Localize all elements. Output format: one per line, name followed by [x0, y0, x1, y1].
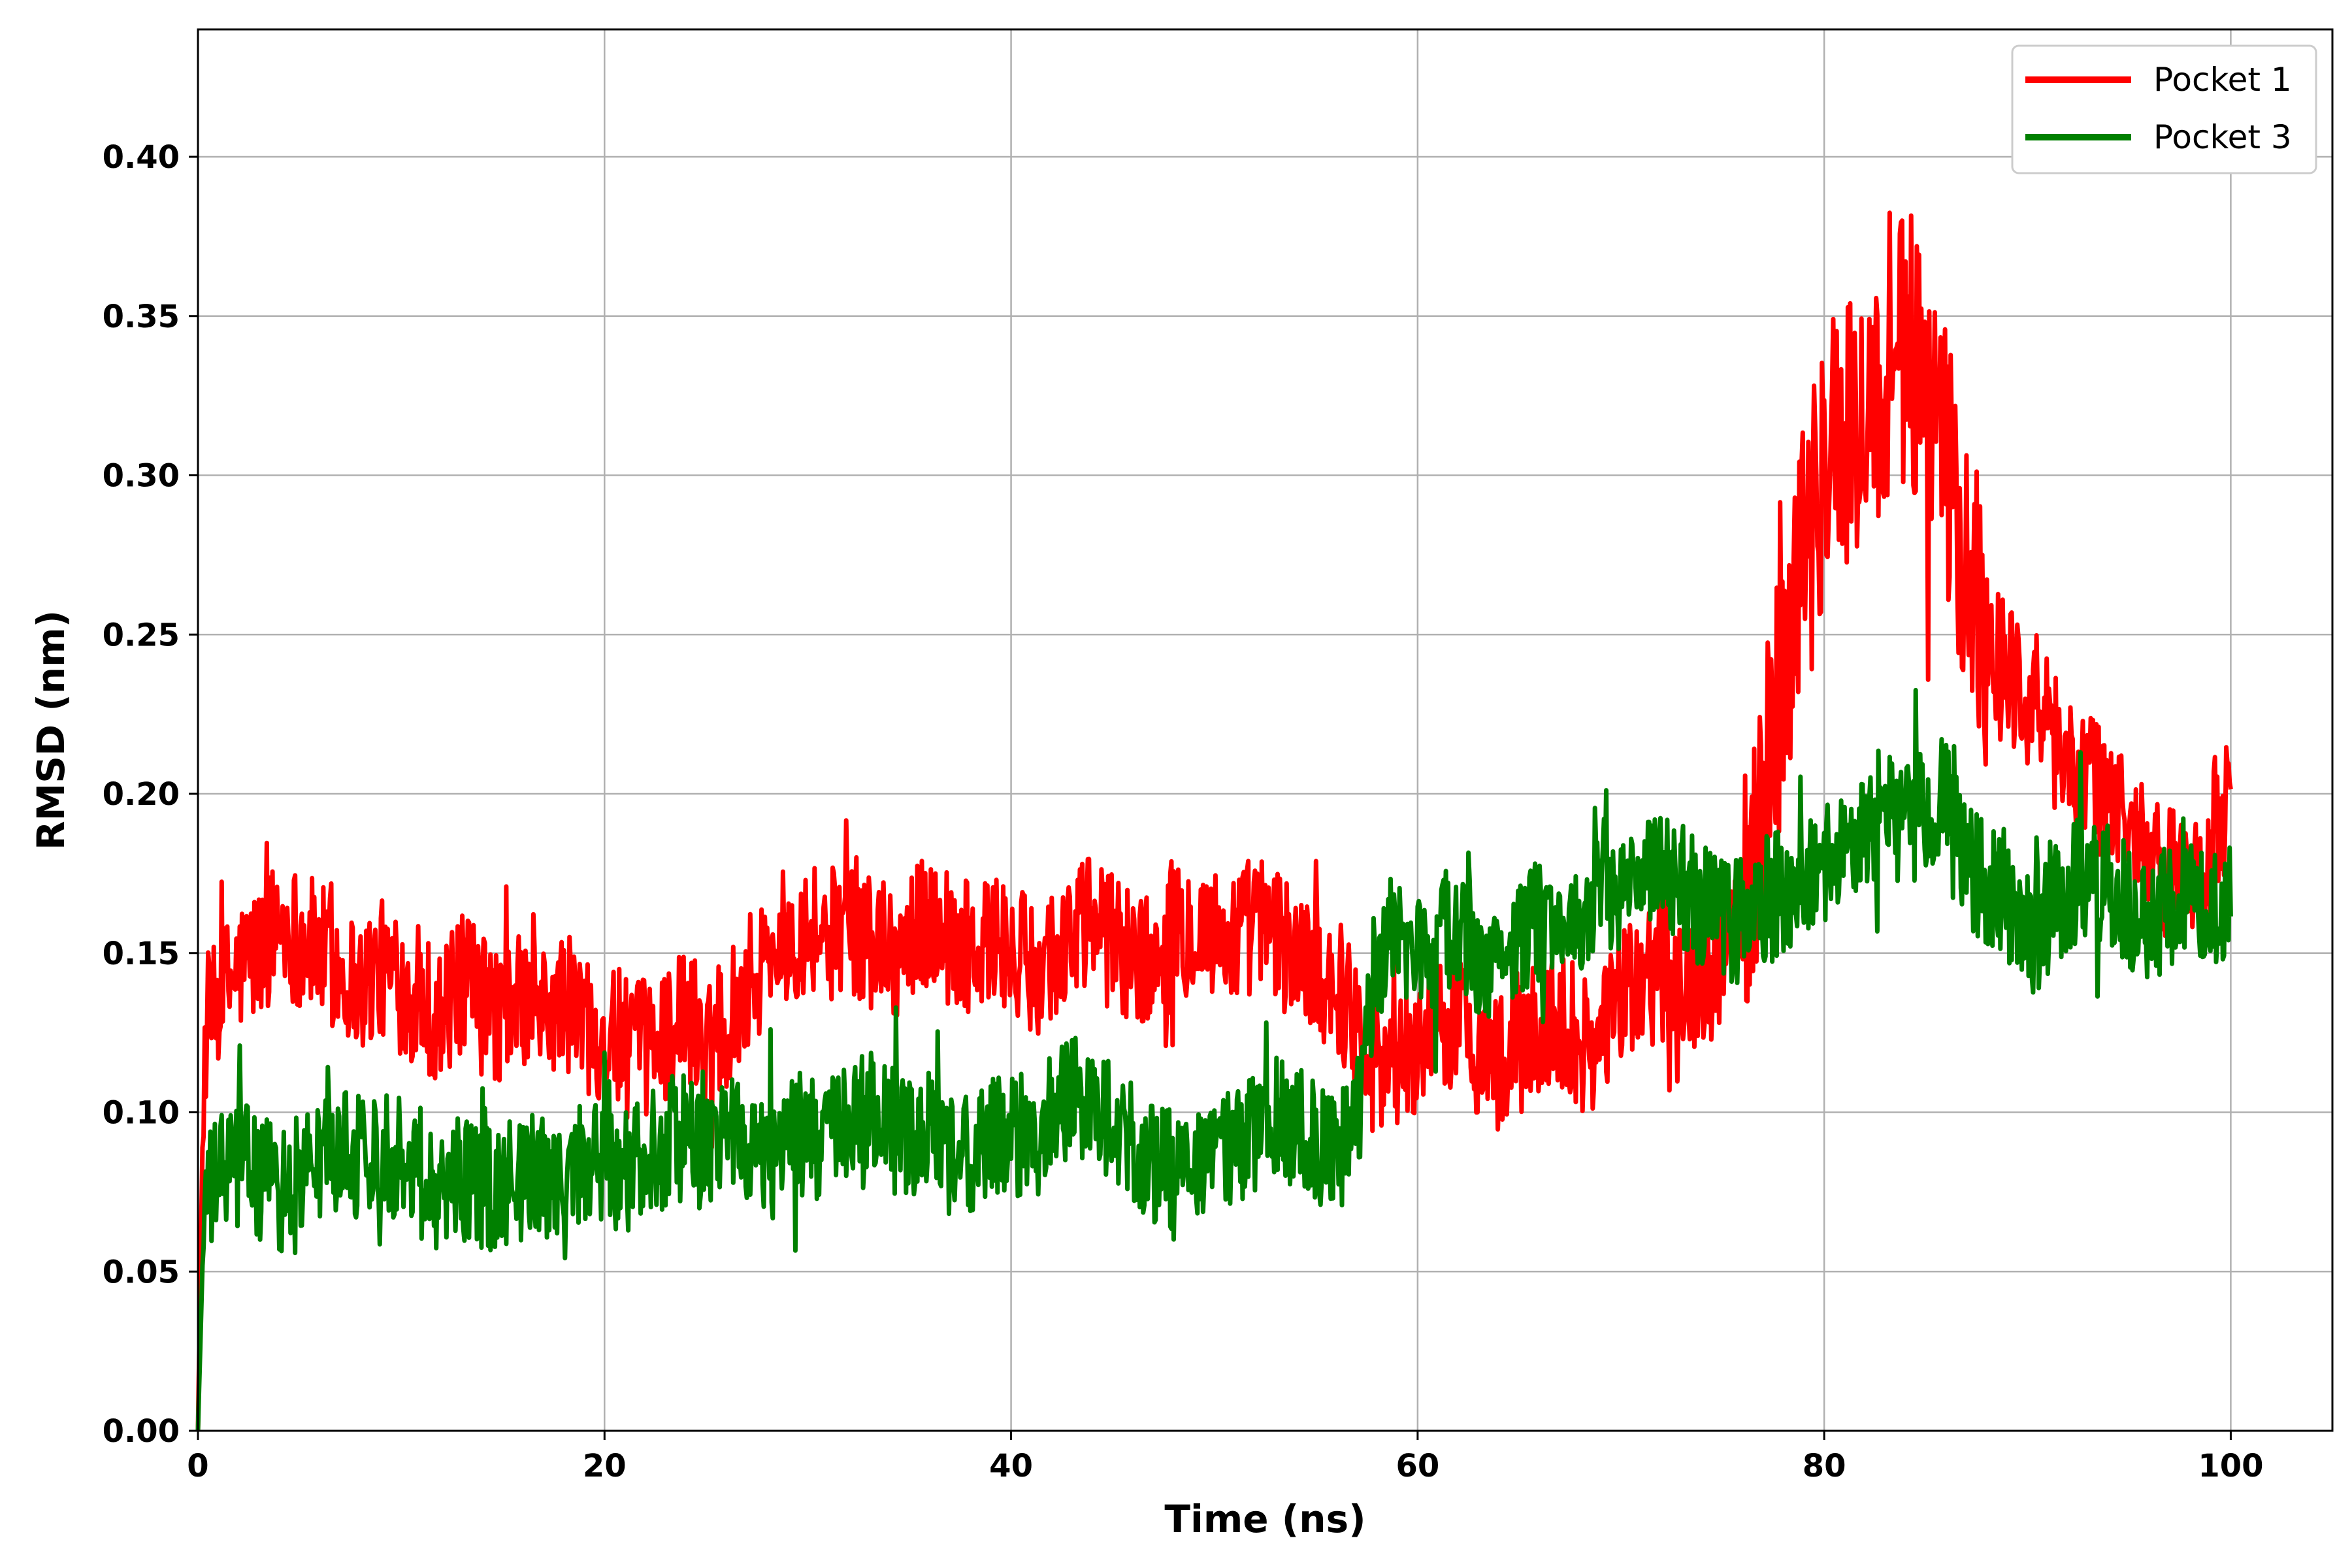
x-tick-label-4: 80	[1803, 1448, 1846, 1484]
y-tick-label-6: 0.30	[103, 458, 180, 495]
y-tick-label-0: 0.00	[103, 1413, 180, 1450]
x-tick-label-5: 100	[2198, 1448, 2263, 1484]
y-axis-title: RMSD (nm)	[29, 610, 73, 850]
y-tick-label-7: 0.35	[103, 299, 180, 335]
y-tick-label-1: 0.05	[103, 1254, 180, 1290]
y-tick-label-5: 0.25	[103, 617, 180, 653]
x-tick-label-0: 0	[187, 1448, 208, 1484]
legend-label-1: Pocket 1	[2153, 61, 2292, 99]
data-series	[195, 210, 2233, 1431]
legend: Pocket 1 Pocket 3	[2011, 44, 2317, 174]
y-tick-label-4: 0.20	[103, 776, 180, 813]
plot-frame	[197, 28, 2334, 1432]
y-tick-label-3: 0.15	[103, 936, 180, 972]
x-tick-label-1: 20	[583, 1448, 627, 1484]
y-tick-label-8: 0.40	[103, 139, 180, 176]
series-line-2	[195, 687, 2233, 1431]
x-tick-label-3: 60	[1396, 1448, 1439, 1484]
x-tick-label-2: 40	[989, 1448, 1033, 1484]
y-axis-ticks: 0.00 0.05 0.10 0.15 0.20 0.25 0.30 0.35 0.40	[103, 139, 198, 1450]
legend-label-2: Pocket 3	[2153, 118, 2292, 156]
x-axis-ticks: 0 20 40 60 80 100	[187, 1431, 2264, 1484]
series-line-1	[195, 210, 2233, 1431]
x-axis-title: Time (ns)	[1164, 1497, 1365, 1541]
y-tick-label-2: 0.10	[103, 1095, 180, 1132]
